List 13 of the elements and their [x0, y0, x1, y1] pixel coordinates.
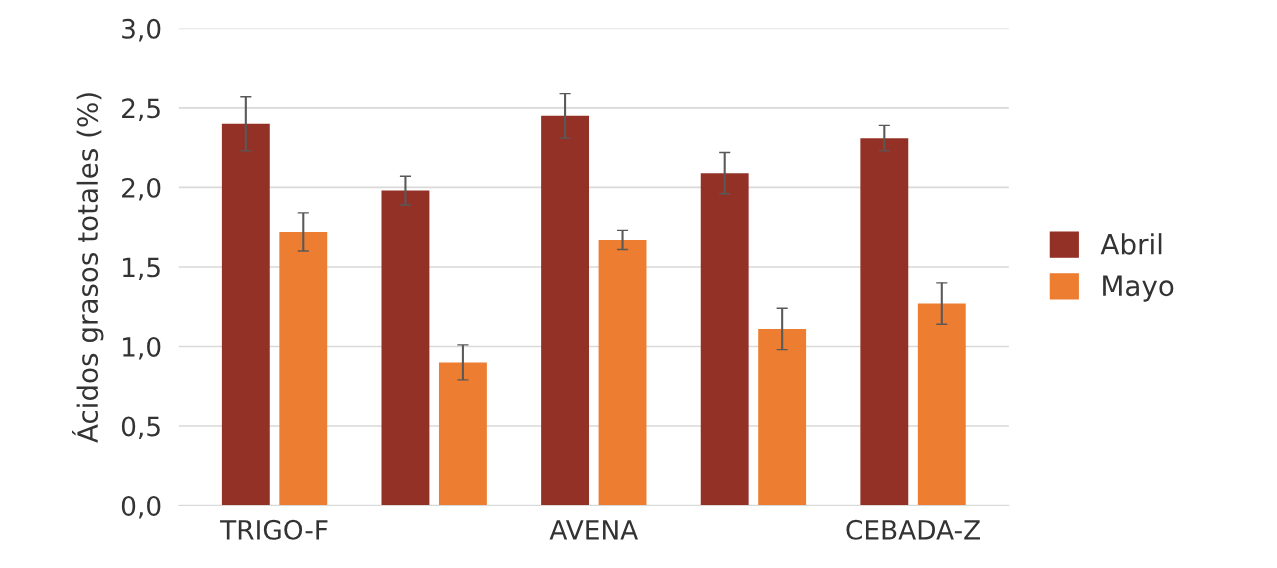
y-tick-label: 1,0: [123, 336, 161, 360]
y-tick-label: 0,0: [121, 495, 161, 519]
y-tick-label: 2,5: [122, 98, 160, 122]
y-tick-label: 1,5: [123, 257, 160, 281]
x-tick-label: TRIGO-F: [220, 519, 328, 540]
x-tick-label: CEBADA-Z: [846, 519, 980, 540]
y-tick-label: 3,0: [122, 18, 161, 42]
legend-label: Abril: [1100, 233, 1162, 255]
y-tick-label: 2,0: [122, 177, 161, 201]
y-tick-label: 0,5: [121, 416, 160, 440]
x-tick-label: AVENA: [549, 520, 639, 540]
legend-label: Mayo: [1103, 275, 1174, 302]
y-axis-title: Ácidos grasos totales (%): [72, 93, 104, 443]
